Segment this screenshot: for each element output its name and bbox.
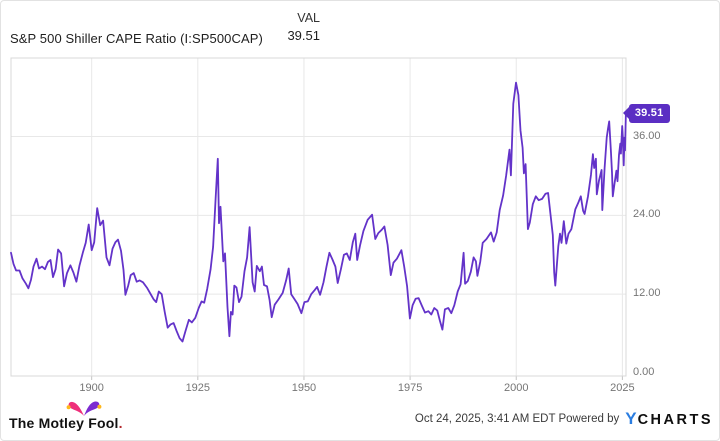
x-axis-label: 1975 [397, 382, 423, 394]
y-axis-label: 36.00 [633, 129, 661, 142]
legend-column-header: VAL [297, 11, 320, 25]
fool-dot: . [118, 415, 123, 431]
ycharts-wordmark: CHARTS [637, 412, 713, 428]
motley-fool-logo[interactable]: The Motley Fool. [9, 399, 122, 433]
legend-column: VAL 39.51 [287, 11, 320, 43]
fool-text: The Motley Fool [9, 415, 119, 431]
y-axis-label: 12.00 [633, 287, 661, 300]
x-axis-label: 2000 [503, 382, 529, 394]
series-line [10, 81, 627, 343]
x-axis-label: 2025 [610, 382, 635, 394]
footer-attribution: Oct 24, 2025, 3:41 AM EDT Powered by Y C… [415, 409, 713, 429]
footer: The Motley Fool. Oct 24, 2025, 3:41 AM E… [1, 397, 719, 440]
y-axis-label: 24.00 [633, 208, 661, 221]
ycharts-logo[interactable]: Y CHARTS [625, 409, 713, 429]
x-axis-label: 1900 [79, 382, 104, 394]
y-axis-label: 0.00 [633, 366, 655, 378]
latest-value-badge: 39.51 [622, 103, 671, 123]
jester-cap-icon [66, 401, 102, 416]
x-axis-label: 1950 [291, 382, 317, 394]
motley-fool-wordmark: The Motley Fool. [9, 415, 123, 431]
ycharts-y-icon: Y [625, 409, 637, 428]
x-axis-label: 1925 [185, 382, 211, 394]
plot-border [10, 57, 627, 377]
legend-current-value: 39.51 [287, 28, 320, 43]
timestamp: Oct 24, 2025, 3:41 AM EDT Powered by [414, 413, 620, 425]
chart-title: S&P 500 Shiller CAPE Ratio (I:SP500CAP) [10, 31, 263, 46]
